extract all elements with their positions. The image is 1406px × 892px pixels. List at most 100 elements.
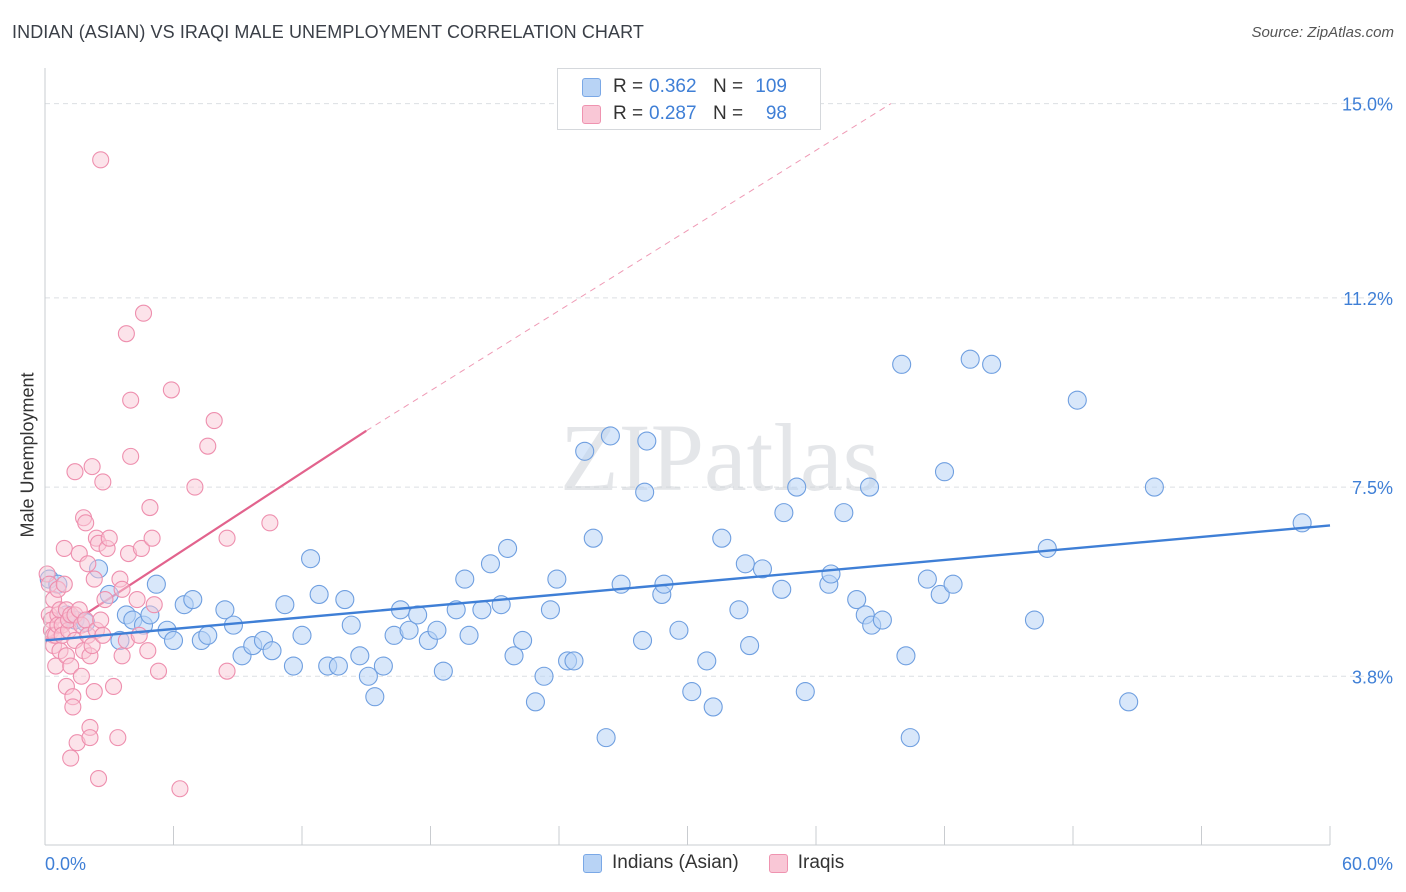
- data-point-iraqis: [104, 677, 123, 696]
- data-point-indians: [982, 354, 1002, 374]
- data-point-iraqis: [171, 780, 189, 798]
- data-point-iraqis: [199, 437, 217, 455]
- data-point-indians: [480, 554, 501, 574]
- data-point-indians: [900, 728, 920, 748]
- data-point-indians: [635, 482, 655, 502]
- legend-swatch-pink: [768, 853, 788, 873]
- data-point-indians: [358, 666, 378, 686]
- data-point-indians: [821, 564, 841, 584]
- x-tick-label-min: 0.0%: [45, 854, 86, 874]
- data-point-iraqis: [141, 498, 159, 517]
- data-point-iraqis: [77, 514, 95, 532]
- data-point-indians: [575, 441, 595, 461]
- watermark: ZIPatlas: [560, 404, 880, 511]
- data-point-iraqis: [139, 642, 157, 660]
- data-point-indians: [834, 503, 854, 523]
- data-point-iraqis: [162, 381, 180, 399]
- legend-row-iraqis: R = 0.287 N = 98: [582, 101, 787, 127]
- data-point-iraqis: [64, 698, 82, 716]
- data-point-indians: [752, 559, 773, 579]
- data-point-indians: [309, 584, 329, 604]
- legend-swatch-blue: [582, 77, 601, 97]
- n-label: N =: [713, 76, 744, 97]
- legend-item-indians[interactable]: Indians (Asian): [583, 852, 739, 874]
- n-label: N =: [713, 103, 744, 124]
- data-point-indians: [183, 590, 203, 610]
- data-point-indians: [1119, 692, 1139, 712]
- data-point-indians: [917, 569, 937, 589]
- data-point-indians: [669, 620, 689, 640]
- data-point-indians: [328, 656, 348, 676]
- data-point-indians: [433, 661, 453, 681]
- data-point-indians: [446, 600, 466, 620]
- y-tick-label: 15.0%: [1342, 95, 1393, 115]
- legend-label-iraqis: Iraqis: [797, 852, 845, 873]
- data-point-indians: [930, 584, 950, 604]
- data-point-iraqis: [117, 325, 135, 343]
- data-point-indians: [892, 354, 912, 374]
- legend-label-indians: Indians (Asian): [612, 852, 739, 873]
- chart-title: INDIAN (ASIAN) VS IRAQI MALE UNEMPLOYMEN…: [12, 22, 644, 42]
- data-point-indians: [335, 590, 355, 610]
- data-point-indians: [459, 625, 479, 645]
- data-point-iraqis: [132, 539, 150, 557]
- data-point-indians: [637, 431, 657, 451]
- data-point-indians: [896, 646, 916, 666]
- data-point-iraqis: [205, 412, 223, 430]
- y-tick-label: 11.2%: [1343, 289, 1393, 309]
- data-point-indians: [292, 625, 312, 645]
- data-point-indians: [583, 528, 603, 548]
- data-point-indians: [455, 569, 475, 589]
- data-point-indians: [301, 549, 321, 569]
- data-point-iraqis: [261, 514, 279, 532]
- data-point-iraqis: [62, 749, 80, 767]
- data-point-iraqis: [149, 662, 168, 680]
- data-point-iraqis: [122, 391, 140, 409]
- data-point-iraqis: [92, 151, 110, 169]
- data-point-indians: [943, 574, 963, 594]
- data-point-indians: [540, 600, 560, 620]
- data-point-indians: [596, 728, 616, 748]
- data-point-indians: [283, 656, 303, 676]
- legend-item-iraqis[interactable]: Iraqis: [768, 852, 845, 874]
- legend-swatch-blue: [583, 853, 602, 873]
- data-point-indians: [600, 426, 620, 446]
- data-point-indians: [847, 590, 867, 610]
- data-point-indians: [399, 620, 419, 640]
- data-point-iraqis: [134, 304, 153, 322]
- data-point-indians: [350, 646, 370, 666]
- data-point-iraqis: [55, 575, 73, 593]
- data-point-indians: [1037, 538, 1057, 558]
- data-point-iraqis: [143, 529, 161, 547]
- data-point-indians: [712, 528, 732, 548]
- data-point-indians: [1024, 610, 1044, 630]
- data-point-iraqis: [113, 647, 131, 665]
- data-point-indians: [795, 682, 815, 702]
- data-point-indians: [735, 554, 755, 574]
- data-point-indians: [859, 477, 880, 497]
- data-point-iraqis: [81, 729, 99, 747]
- data-point-indians: [365, 687, 385, 707]
- data-point-indians: [373, 656, 393, 676]
- data-point-indians: [772, 579, 792, 599]
- data-point-indians: [774, 503, 794, 523]
- data-point-indians: [729, 600, 749, 620]
- data-point-iraqis: [94, 473, 112, 491]
- data-point-iraqis: [83, 458, 101, 476]
- data-point-indians: [872, 610, 892, 630]
- trend-line-iraqis-extension: [365, 103, 892, 432]
- r-value: 0.287: [649, 103, 697, 124]
- data-point-iraqis: [79, 555, 97, 573]
- data-point-iraqis: [72, 667, 90, 685]
- y-tick-label: 3.8%: [1352, 667, 1393, 687]
- data-point-indians: [215, 600, 235, 620]
- series-legend: Indians (Asian) Iraqis: [583, 852, 874, 874]
- data-point-iraqis: [92, 611, 110, 629]
- data-point-indians: [682, 682, 702, 702]
- y-axis-label: Male Unemployment: [17, 372, 38, 538]
- trend-line-iraqis: [44, 429, 367, 642]
- data-point-indians: [1067, 390, 1087, 410]
- data-point-indians: [547, 569, 567, 589]
- data-point-indians: [787, 477, 807, 497]
